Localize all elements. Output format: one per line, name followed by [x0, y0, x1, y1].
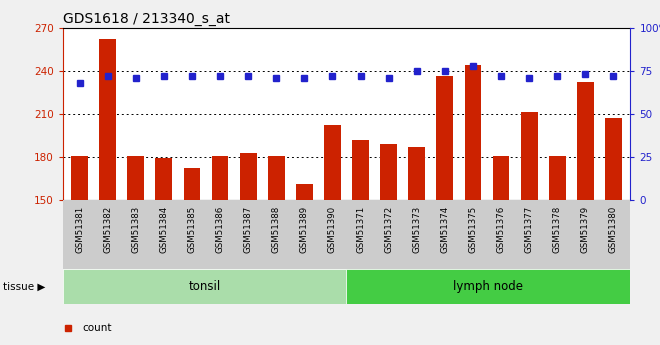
Text: GSM51376: GSM51376 [496, 206, 506, 253]
Bar [492, 156, 510, 200]
Bar [63, 269, 346, 304]
Text: GSM51372: GSM51372 [384, 206, 393, 253]
Text: GSM51382: GSM51382 [103, 206, 112, 253]
Text: lymph node: lymph node [453, 280, 523, 293]
Bar [465, 65, 481, 200]
Bar [296, 184, 313, 200]
Bar [240, 152, 257, 200]
Bar [71, 156, 88, 200]
Bar [409, 147, 425, 200]
Text: GSM51379: GSM51379 [581, 206, 590, 253]
Bar [605, 118, 622, 200]
Bar [127, 156, 144, 200]
Text: GSM51384: GSM51384 [159, 206, 168, 253]
Bar [380, 144, 397, 200]
Bar [549, 156, 566, 200]
Bar [521, 112, 538, 200]
Text: GSM51377: GSM51377 [525, 206, 534, 253]
Text: count: count [82, 323, 112, 333]
Text: GDS1618 / 213340_s_at: GDS1618 / 213340_s_at [63, 12, 230, 26]
Text: GSM51390: GSM51390 [328, 206, 337, 253]
Text: GSM51381: GSM51381 [75, 206, 84, 253]
Bar [183, 168, 201, 200]
Bar [155, 158, 172, 200]
Bar [436, 77, 453, 200]
Text: GSM51380: GSM51380 [609, 206, 618, 253]
Text: tissue ▶: tissue ▶ [3, 282, 46, 291]
Text: GSM51375: GSM51375 [469, 206, 477, 253]
Bar [212, 156, 228, 200]
Bar [352, 140, 369, 200]
Text: GSM51373: GSM51373 [412, 206, 421, 253]
Bar [324, 125, 341, 200]
Text: GSM51383: GSM51383 [131, 206, 141, 253]
Bar [268, 156, 284, 200]
Text: GSM51387: GSM51387 [244, 206, 253, 253]
Text: GSM51389: GSM51389 [300, 206, 309, 253]
Text: GSM51388: GSM51388 [272, 206, 280, 253]
Text: GSM51374: GSM51374 [440, 206, 449, 253]
Text: GSM51378: GSM51378 [552, 206, 562, 253]
Bar [577, 82, 594, 200]
Text: GSM51385: GSM51385 [187, 206, 197, 253]
Bar [99, 39, 116, 200]
Text: tonsil: tonsil [189, 280, 220, 293]
Bar [346, 269, 630, 304]
Text: GSM51386: GSM51386 [216, 206, 224, 253]
Text: GSM51371: GSM51371 [356, 206, 365, 253]
